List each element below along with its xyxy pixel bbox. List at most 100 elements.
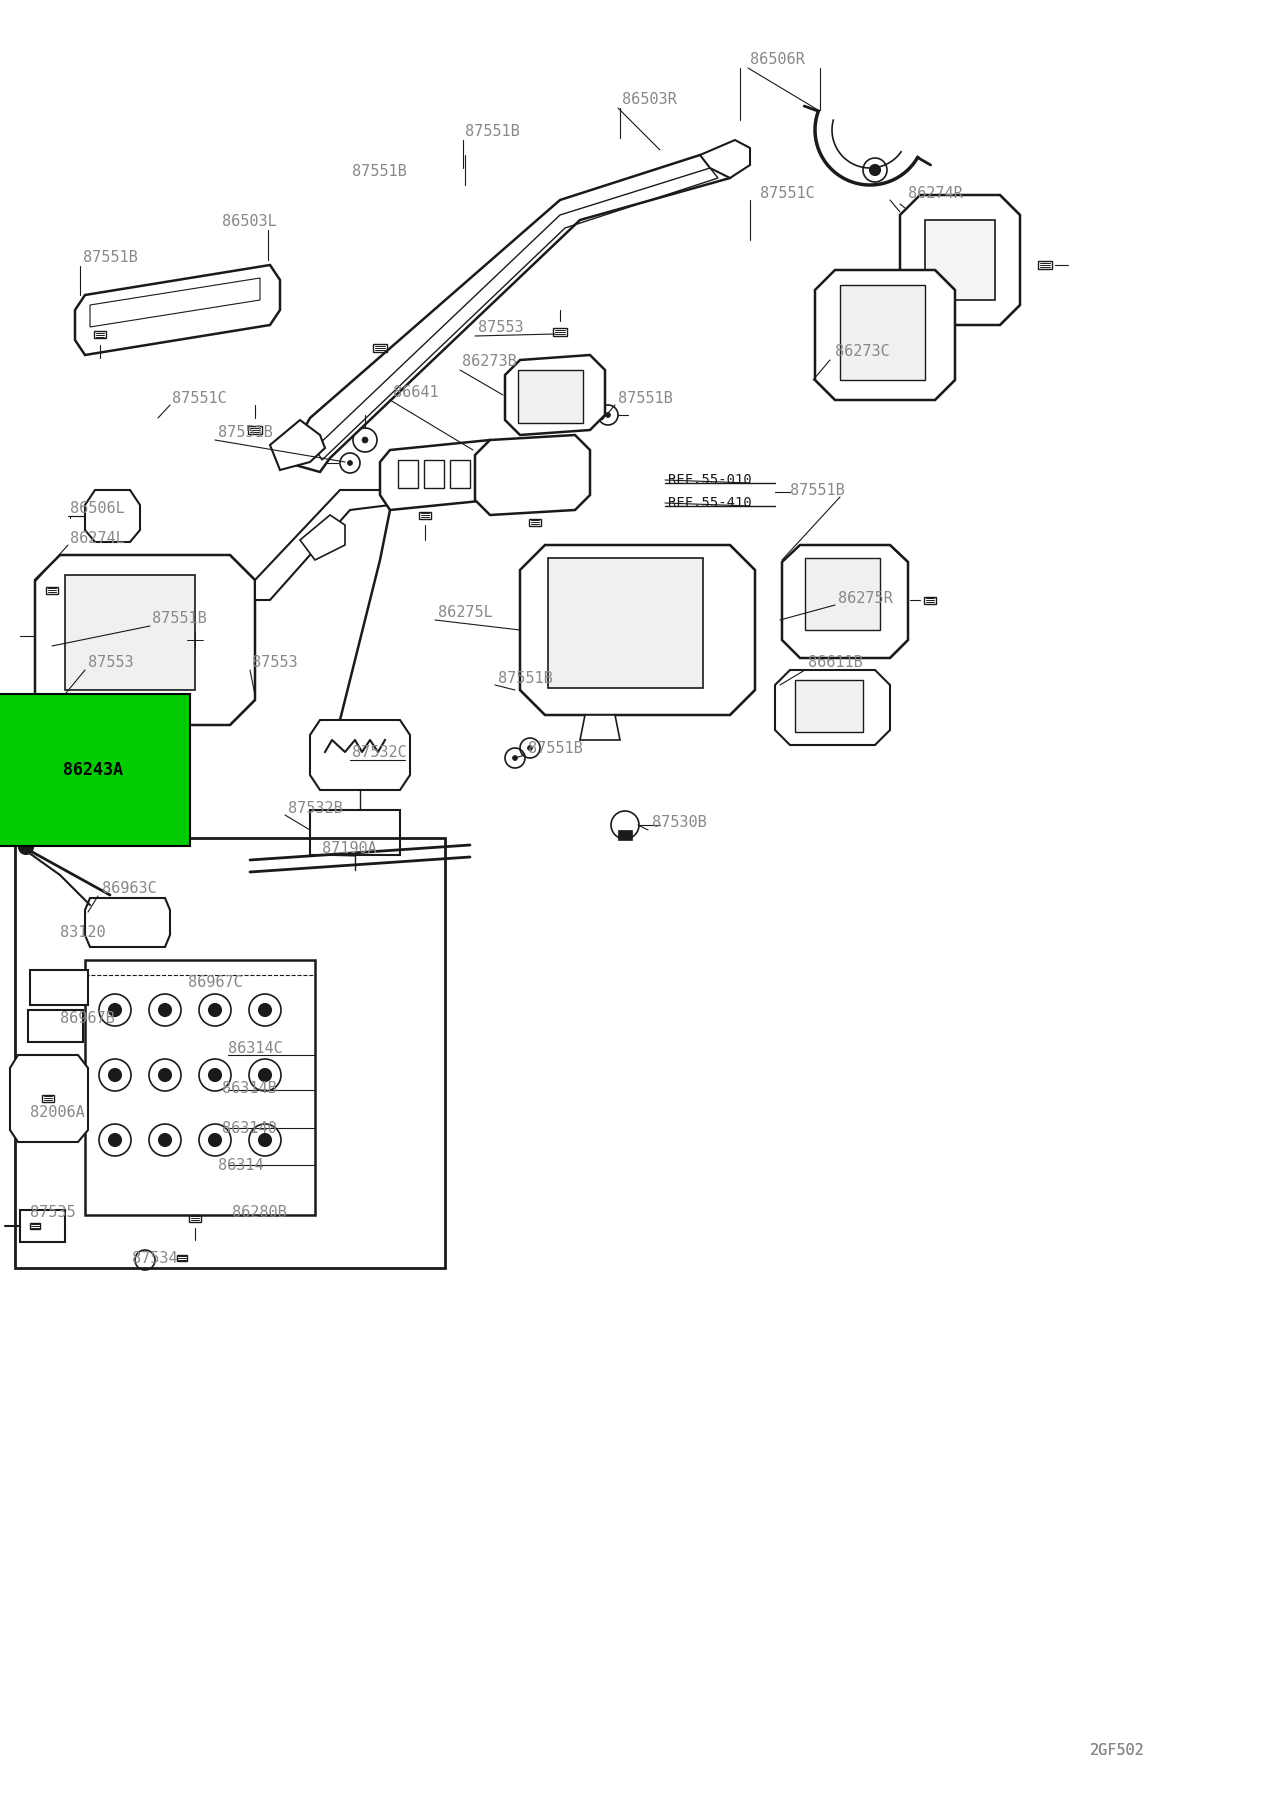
Circle shape [611, 811, 639, 839]
Text: 87551B: 87551B [465, 124, 520, 140]
Text: REF.55-410: REF.55-410 [668, 497, 752, 509]
Bar [529, 518, 541, 526]
Polygon shape [579, 715, 620, 740]
Text: 87535: 87535 [30, 1204, 76, 1219]
Bar [189, 1215, 202, 1222]
Circle shape [99, 993, 131, 1026]
Circle shape [259, 1133, 271, 1146]
Polygon shape [10, 1055, 87, 1142]
Polygon shape [775, 669, 890, 746]
Bar [65, 575, 195, 689]
Polygon shape [700, 140, 749, 178]
Polygon shape [301, 515, 345, 560]
Circle shape [209, 1070, 221, 1080]
Bar [1038, 262, 1051, 269]
Polygon shape [85, 489, 139, 542]
Bar [29, 1222, 41, 1230]
Bar [46, 586, 58, 593]
Polygon shape [295, 155, 730, 471]
Bar [839, 286, 924, 380]
Circle shape [199, 1124, 231, 1157]
Bar [28, 1010, 82, 1042]
Circle shape [209, 1004, 221, 1017]
Text: 87190A: 87190A [322, 840, 377, 855]
Bar [15, 839, 445, 1268]
Bar [20, 1210, 65, 1242]
Circle shape [109, 1133, 120, 1146]
Text: REF.55-010: REF.55-010 [668, 473, 752, 487]
Text: 86314B: 86314B [222, 1080, 276, 1095]
Text: 86273B: 86273B [462, 355, 517, 369]
Circle shape [150, 1059, 181, 1091]
Circle shape [158, 1004, 171, 1017]
Bar [618, 829, 631, 840]
Text: 87551C: 87551C [760, 186, 815, 200]
Polygon shape [815, 269, 955, 400]
Circle shape [199, 993, 231, 1026]
Circle shape [249, 1059, 281, 1091]
Text: 863140: 863140 [222, 1121, 276, 1135]
Polygon shape [75, 266, 280, 355]
Text: 86503R: 86503R [623, 93, 677, 107]
Text: 87530B: 87530B [652, 815, 706, 829]
Bar [85, 960, 314, 1215]
Polygon shape [505, 355, 605, 435]
Text: 87551B: 87551B [498, 671, 553, 686]
Text: 87551B: 87551B [618, 391, 673, 406]
Text: 86611B: 86611B [808, 655, 862, 669]
Bar [247, 426, 262, 435]
Text: 87553: 87553 [478, 320, 524, 335]
Bar [176, 1255, 188, 1261]
Circle shape [109, 1070, 120, 1080]
Bar [476, 460, 496, 487]
Polygon shape [380, 440, 500, 509]
Circle shape [864, 158, 888, 182]
Bar [450, 460, 470, 487]
Circle shape [109, 1004, 120, 1017]
Text: 86274R: 86274R [908, 186, 962, 200]
Circle shape [259, 1070, 271, 1080]
Text: 2GF502: 2GF502 [1090, 1743, 1145, 1757]
Bar [805, 558, 880, 629]
Bar [924, 597, 936, 604]
Circle shape [361, 437, 368, 444]
Text: 86963C: 86963C [101, 880, 157, 895]
Bar [424, 460, 444, 487]
Bar [309, 809, 399, 855]
Bar [398, 460, 418, 487]
Circle shape [96, 500, 127, 531]
Text: 86275L: 86275L [437, 604, 493, 620]
Circle shape [158, 1133, 171, 1146]
Text: 87553: 87553 [252, 655, 298, 669]
Polygon shape [476, 435, 590, 515]
Text: 87551B: 87551B [82, 251, 138, 266]
Text: 86506L: 86506L [70, 500, 124, 515]
Text: 87532B: 87532B [288, 800, 342, 815]
Text: 86273C: 86273C [836, 344, 890, 360]
Circle shape [259, 1004, 271, 1017]
Polygon shape [900, 195, 1019, 326]
Circle shape [199, 1059, 231, 1091]
Circle shape [150, 993, 181, 1026]
Text: 87532C: 87532C [353, 744, 407, 760]
Circle shape [606, 413, 610, 418]
Text: 86641: 86641 [393, 384, 439, 400]
Text: 86314: 86314 [218, 1157, 264, 1173]
Text: 87534: 87534 [132, 1250, 178, 1266]
Text: 86506R: 86506R [749, 53, 805, 67]
Circle shape [347, 460, 353, 466]
Bar [795, 680, 864, 731]
Circle shape [527, 746, 533, 751]
Polygon shape [255, 489, 391, 600]
Text: 86275R: 86275R [838, 591, 893, 606]
Bar [553, 327, 567, 337]
Text: 82006A: 82006A [30, 1104, 85, 1119]
Bar [519, 369, 583, 424]
Text: 87551B: 87551B [152, 611, 207, 626]
Text: 86243A: 86243A [63, 760, 123, 779]
Text: 87551B: 87551B [218, 424, 273, 440]
Text: 87551B: 87551B [353, 164, 407, 180]
Polygon shape [782, 546, 908, 658]
Text: 87551B: 87551B [527, 740, 583, 755]
Text: 86314C: 86314C [228, 1040, 283, 1055]
